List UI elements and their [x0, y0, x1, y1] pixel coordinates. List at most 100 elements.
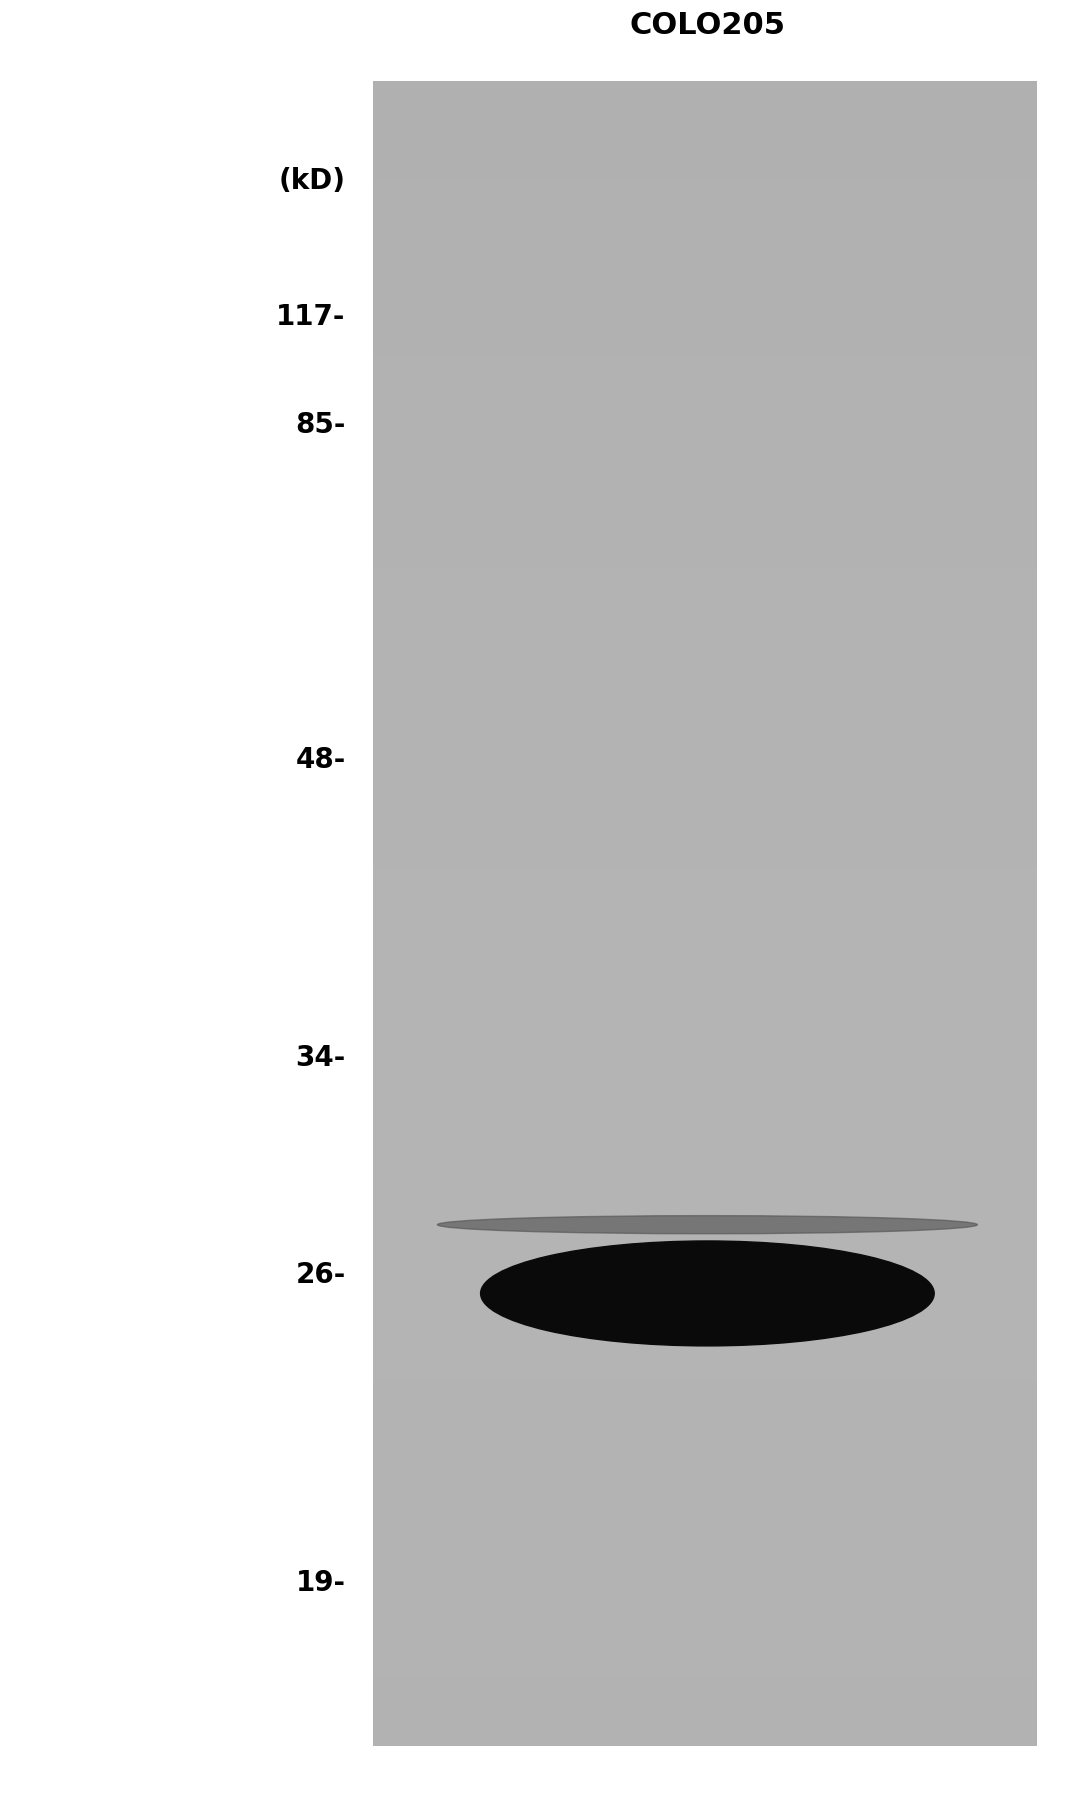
- Ellipse shape: [499, 1257, 916, 1340]
- Bar: [373, 318, 1037, 326]
- Bar: [373, 1418, 1037, 1424]
- Bar: [373, 1140, 1037, 1147]
- Bar: [373, 592, 1037, 597]
- Bar: [373, 1577, 1037, 1585]
- Bar: [373, 1650, 1037, 1657]
- Bar: [373, 734, 1037, 742]
- Bar: [373, 1373, 1037, 1380]
- Bar: [373, 1335, 1037, 1340]
- Bar: [373, 1384, 1037, 1391]
- Bar: [373, 662, 1037, 669]
- Bar: [373, 1617, 1037, 1624]
- Bar: [373, 1322, 1037, 1330]
- Bar: [373, 635, 1037, 642]
- Bar: [373, 1462, 1037, 1469]
- Bar: [373, 724, 1037, 731]
- Bar: [373, 1722, 1037, 1729]
- Bar: [373, 1107, 1037, 1113]
- Bar: [373, 1174, 1037, 1179]
- Bar: [373, 1478, 1037, 1485]
- Bar: [373, 1590, 1037, 1596]
- Bar: [373, 812, 1037, 819]
- Bar: [373, 1196, 1037, 1201]
- Bar: [373, 1301, 1037, 1308]
- Bar: [373, 1062, 1037, 1069]
- Bar: [373, 1228, 1037, 1236]
- Bar: [373, 718, 1037, 725]
- Bar: [373, 302, 1037, 309]
- Bar: [373, 420, 1037, 425]
- Bar: [373, 1550, 1037, 1558]
- Bar: [373, 702, 1037, 709]
- Bar: [373, 114, 1037, 119]
- Bar: [373, 1279, 1037, 1284]
- Bar: [373, 640, 1037, 648]
- Bar: [373, 691, 1037, 696]
- Bar: [373, 1556, 1037, 1563]
- Bar: [373, 1046, 1037, 1053]
- Bar: [373, 1118, 1037, 1125]
- Bar: [373, 1378, 1037, 1386]
- Bar: [373, 248, 1037, 253]
- Bar: [373, 1123, 1037, 1131]
- Bar: [373, 264, 1037, 270]
- Bar: [373, 646, 1037, 653]
- Text: 85-: 85-: [295, 411, 346, 440]
- Text: 34-: 34-: [295, 1044, 346, 1073]
- Bar: [373, 1489, 1037, 1496]
- Bar: [373, 1606, 1037, 1612]
- Bar: [373, 280, 1037, 286]
- Bar: [373, 1512, 1037, 1518]
- Bar: [373, 1572, 1037, 1579]
- Bar: [373, 213, 1037, 221]
- Bar: [373, 103, 1037, 109]
- Bar: [373, 1585, 1037, 1590]
- Bar: [373, 568, 1037, 575]
- Text: 48-: 48-: [295, 745, 346, 774]
- Bar: [373, 152, 1037, 159]
- Bar: [373, 675, 1037, 680]
- Bar: [373, 1091, 1037, 1096]
- Text: 19-: 19-: [296, 1568, 346, 1597]
- Bar: [373, 1156, 1037, 1163]
- Bar: [373, 1473, 1037, 1480]
- Bar: [373, 336, 1037, 342]
- Bar: [373, 535, 1037, 543]
- Bar: [373, 1523, 1037, 1529]
- Bar: [373, 1445, 1037, 1451]
- Bar: [373, 1695, 1037, 1700]
- Bar: [373, 1440, 1037, 1445]
- Bar: [373, 1002, 1037, 1008]
- Bar: [373, 1561, 1037, 1568]
- Bar: [373, 342, 1037, 347]
- Bar: [373, 680, 1037, 686]
- Bar: [373, 331, 1037, 336]
- Bar: [373, 380, 1037, 387]
- Bar: [373, 1483, 1037, 1491]
- Bar: [373, 1201, 1037, 1208]
- Bar: [373, 286, 1037, 293]
- Bar: [373, 763, 1037, 769]
- Bar: [373, 1328, 1037, 1335]
- Bar: [373, 780, 1037, 785]
- Bar: [373, 1601, 1037, 1606]
- Bar: [373, 1102, 1037, 1107]
- Bar: [373, 1644, 1037, 1652]
- Bar: [373, 1163, 1037, 1169]
- Bar: [373, 841, 1037, 847]
- Bar: [373, 1056, 1037, 1064]
- Bar: [373, 414, 1037, 420]
- Bar: [373, 485, 1037, 492]
- Bar: [373, 747, 1037, 753]
- Bar: [373, 463, 1037, 470]
- Bar: [373, 1467, 1037, 1474]
- Bar: [373, 1223, 1037, 1230]
- Bar: [373, 852, 1037, 857]
- Bar: [373, 1395, 1037, 1402]
- Bar: [373, 1263, 1037, 1268]
- Bar: [373, 1234, 1037, 1241]
- Bar: [373, 1368, 1037, 1375]
- Bar: [373, 270, 1037, 275]
- Bar: [373, 136, 1037, 143]
- Bar: [373, 1661, 1037, 1668]
